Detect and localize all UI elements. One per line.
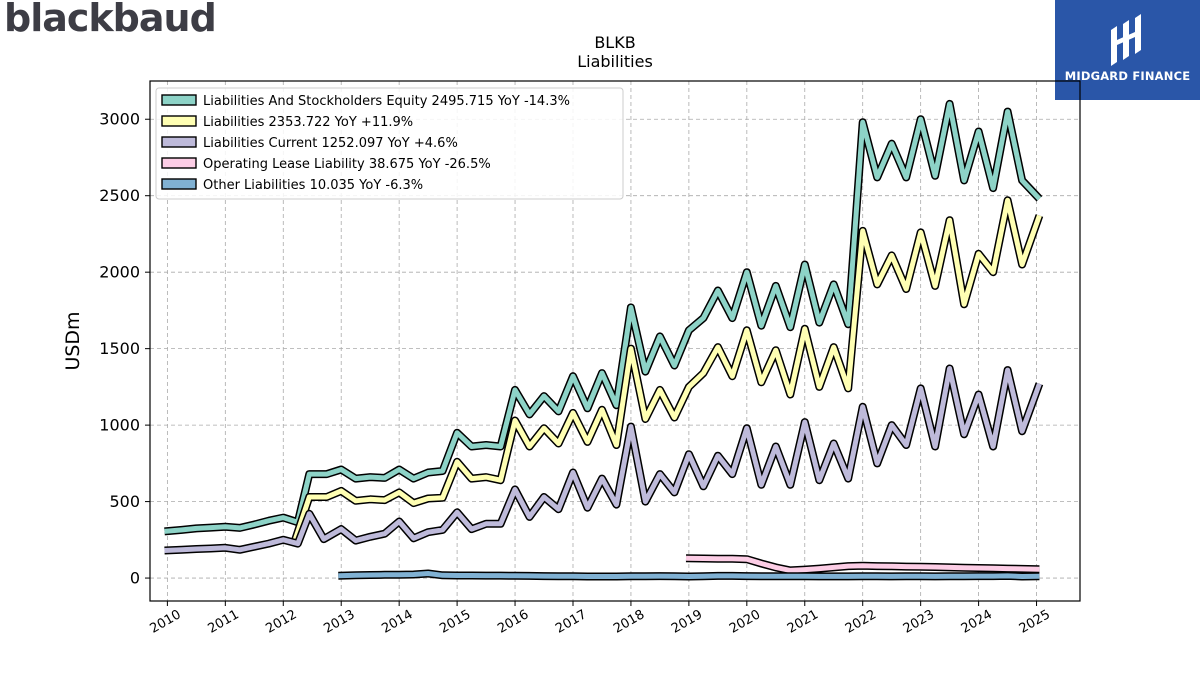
legend-swatch	[161, 136, 197, 148]
legend-swatch	[161, 115, 197, 127]
x-tick-label: 2019	[669, 607, 705, 637]
legend-swatch	[161, 157, 197, 169]
x-tick-label: 2016	[495, 607, 531, 637]
y-tick-label: 3000	[99, 110, 140, 129]
x-tick-label: 2020	[727, 607, 763, 637]
x-tick-label: 2014	[379, 607, 415, 637]
midgard-mark-icon	[1111, 14, 1141, 66]
series-lines	[164, 99, 1044, 581]
x-tick-label: 2015	[437, 607, 473, 637]
x-tick-label: 2012	[263, 607, 299, 637]
blackbaud-logo: blackbaud	[4, 0, 217, 40]
legend-swatch	[161, 94, 197, 106]
y-tick-label: 1000	[99, 416, 140, 435]
legend-entry: Liabilities And Stockholders Equity 2495…	[203, 94, 570, 109]
x-tick-label: 2024	[959, 607, 995, 637]
y-tick-label: 2000	[99, 263, 140, 282]
legend-swatch	[161, 178, 197, 190]
series-line	[292, 197, 1042, 542]
x-tick-label: 2022	[843, 607, 879, 637]
chart-title: BLKB	[594, 33, 635, 52]
plot-frame	[149, 80, 1081, 602]
series-line	[164, 366, 1042, 553]
x-tick-label: 2021	[785, 607, 821, 637]
legend-entry: Liabilities Current 1252.097 YoY +4.6%	[203, 136, 458, 151]
legend-entry: Other Liabilities 10.035 YoY -6.3%	[203, 178, 423, 193]
x-tick-label: 2010	[148, 607, 184, 637]
x-tick-label: 2011	[205, 607, 241, 637]
legend: Liabilities And Stockholders Equity 2495…	[155, 87, 624, 200]
legend-entry: Operating Lease Liability 38.675 YoY -26…	[203, 157, 491, 172]
y-tick-label: 0	[130, 569, 140, 588]
y-tick-label: 2500	[99, 186, 140, 205]
y-axis-label: USDm	[62, 311, 84, 370]
series-line	[164, 101, 1042, 534]
y-tick-label: 1500	[99, 339, 140, 358]
legend-box	[155, 87, 624, 200]
legend-entry: Liabilities 2353.722 YoY +11.9%	[203, 115, 413, 130]
x-tick-label: 2018	[611, 607, 647, 637]
midgard-finance-wordmark: MIDGARD FINANCE	[1064, 69, 1191, 83]
midgard-finance-logo: MIDGARD FINANCE	[1055, 0, 1200, 100]
x-tick-label: 2017	[553, 607, 589, 637]
chart-subtitle: Liabilities	[577, 52, 653, 71]
x-tick-label: 2023	[901, 607, 937, 637]
series-line	[338, 571, 1040, 579]
x-tick-label: 2025	[1017, 607, 1053, 637]
x-tick-label: 2013	[321, 607, 357, 637]
series-line	[685, 555, 1040, 573]
y-tick-label: 500	[109, 492, 140, 511]
